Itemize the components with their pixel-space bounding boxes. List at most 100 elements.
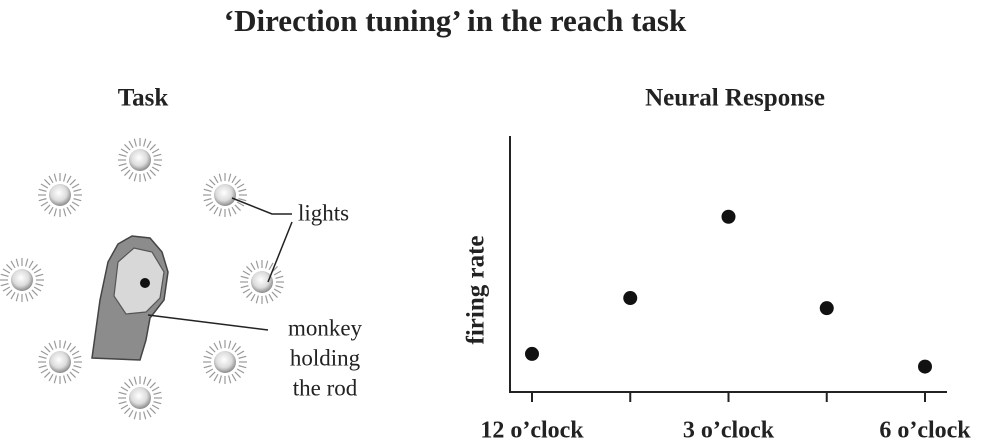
light-ray [2,286,11,292]
light-ray [149,407,156,414]
light-ray [149,144,156,151]
light-ray [228,375,232,384]
light-ray [234,371,241,378]
light-ray [71,201,80,207]
light-ray [28,260,34,269]
light-ray [231,342,237,351]
light-ray [53,173,57,182]
light-ray [250,293,256,302]
light-ray [48,175,54,184]
light-ray [40,350,49,356]
light-ray [128,378,134,387]
light-ray [66,206,72,215]
light-ray [231,373,237,382]
light-ray [120,404,129,410]
light-ray [234,179,241,186]
light-ray [66,342,72,351]
light-ray [153,163,162,167]
light-ray [73,188,82,192]
light-ray [71,368,80,374]
light [240,260,284,304]
light-ray [231,175,237,184]
light-ray [153,153,162,157]
light-ray [153,401,162,405]
light-ray [228,173,232,182]
light-ray [209,346,216,353]
light-bulb [49,351,71,373]
monkey-hand [113,247,165,315]
light-ray [246,291,253,298]
light-ray [38,365,47,369]
light-ray [275,275,284,279]
light-ray [205,201,214,207]
light [38,173,82,217]
light-ray [10,260,16,269]
light-ray [146,171,152,180]
light-ray [71,350,80,356]
light-ray [124,382,131,389]
light-ray [268,262,274,271]
light-ray [63,340,67,349]
light-ray [31,264,38,271]
light-ray [128,171,134,180]
light-ray [238,355,247,359]
light-ray [120,166,129,172]
light-ray [149,382,156,389]
light [118,376,162,420]
light-bulb [129,387,151,409]
light-ray [48,206,54,215]
light-ray [40,183,49,189]
light-ray [236,368,245,374]
light-ray [209,371,216,378]
x-tick-label: 3 o’clock [683,418,775,444]
light-ray [242,288,251,294]
light-ray [271,291,278,298]
light-ray [238,198,247,202]
light-ray [63,375,67,384]
light-ray [118,163,127,167]
light-ray [48,342,54,351]
light [118,138,162,182]
light-ray [146,409,152,418]
light-ray [268,293,274,302]
light-ray [44,179,51,186]
x-tick-label: 6 o’clock [879,418,971,444]
light-ray [124,407,131,414]
light-ray [275,285,284,289]
light-ray [205,368,214,374]
point [721,209,736,224]
light-ray [69,371,76,378]
light-ray [38,198,47,202]
light-ray [228,340,232,349]
light-ray [203,355,212,359]
light-ray [40,368,49,374]
light-ray [118,401,127,405]
light-ray [205,183,214,189]
light-ray [38,355,47,359]
light-bulb [129,149,151,171]
point [819,301,834,316]
light-ray [218,173,222,182]
light-ray [38,188,47,192]
point [918,359,932,374]
light-ray [0,273,9,277]
light-ray [234,204,241,211]
light-ray [151,386,160,392]
light-ray [236,350,245,356]
light-ray [213,175,219,184]
light-ray [242,270,251,276]
light-ray [149,169,156,176]
light-ray [73,198,82,202]
light-ray [73,355,82,359]
light-ray [69,346,76,353]
light-bulb [11,269,33,291]
light-ray [40,201,49,207]
light-ray [203,188,212,192]
light-ray [143,411,147,420]
light-ray [273,270,282,276]
light-ray [53,340,57,349]
light-ray [69,204,76,211]
light-ray [133,376,137,385]
light-ray [238,365,247,369]
